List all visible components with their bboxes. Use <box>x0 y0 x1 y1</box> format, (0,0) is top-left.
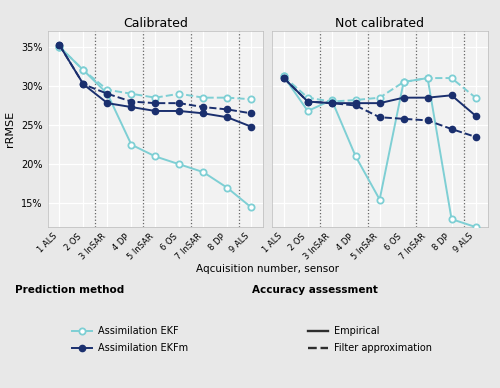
Legend: Assimilation EKF, Assimilation EKFm: Assimilation EKF, Assimilation EKFm <box>72 326 188 353</box>
Text: Aqcuisition number, sensor: Aqcuisition number, sensor <box>196 263 339 274</box>
Title: Not calibrated: Not calibrated <box>335 17 424 30</box>
Legend: Empirical, Filter approximation: Empirical, Filter approximation <box>308 326 432 353</box>
Y-axis label: rRMSE: rRMSE <box>6 111 16 147</box>
Title: Calibrated: Calibrated <box>123 17 188 30</box>
Text: Prediction method: Prediction method <box>16 285 124 295</box>
Text: Accuracy assessment: Accuracy assessment <box>252 285 378 295</box>
